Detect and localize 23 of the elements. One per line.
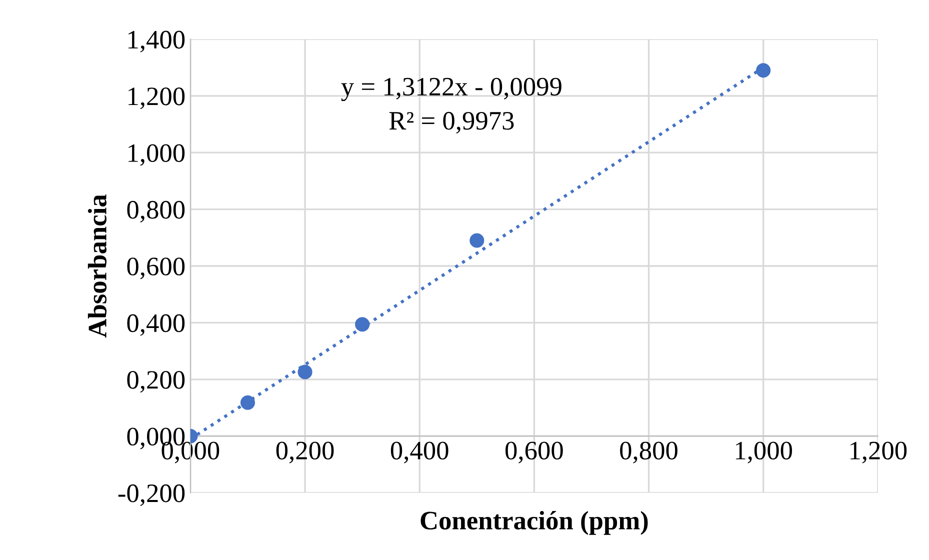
y-tick-label: 1,200: [128, 88, 185, 110]
y-tick-label: 0,600: [127, 258, 185, 280]
y-tick-label: 0,200: [127, 371, 185, 393]
x-tick-label: 1,200: [850, 442, 907, 464]
x-axis-title: Conentración (ppm): [420, 510, 648, 535]
y-axis-title: Absorbancia: [88, 194, 107, 338]
annotation: y = 1,3122x - 0,0099: [341, 78, 562, 102]
y-tick-label: 1,400: [128, 30, 185, 52]
x-tick-label: 0,600: [505, 442, 563, 464]
y-tick-label: 0,400: [127, 314, 185, 336]
x-tick-label: 1,000: [736, 442, 792, 464]
point: [355, 317, 370, 332]
x-tick-label: 0,200: [276, 442, 334, 464]
y-tick-label: 1,000: [128, 144, 185, 166]
point: [756, 63, 771, 78]
y-tick-label: -0,200: [118, 484, 185, 506]
x-tick-label: 0,400: [390, 442, 448, 464]
annotation: R² = 0,9973: [389, 112, 514, 134]
point: [298, 364, 312, 380]
point: [470, 233, 484, 248]
point: [240, 395, 256, 410]
x-tick-label: 0,800: [620, 442, 678, 464]
y-tick-label: 0,800: [127, 200, 185, 223]
